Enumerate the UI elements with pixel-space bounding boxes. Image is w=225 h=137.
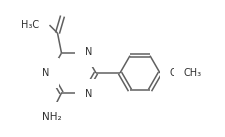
Text: NH₂: NH₂	[41, 112, 61, 122]
Text: N: N	[84, 89, 92, 99]
Text: CH₃: CH₃	[183, 68, 201, 78]
Text: N: N	[84, 47, 92, 57]
Text: H₃C: H₃C	[21, 20, 39, 30]
Text: O: O	[169, 68, 177, 78]
Text: N: N	[42, 68, 50, 78]
